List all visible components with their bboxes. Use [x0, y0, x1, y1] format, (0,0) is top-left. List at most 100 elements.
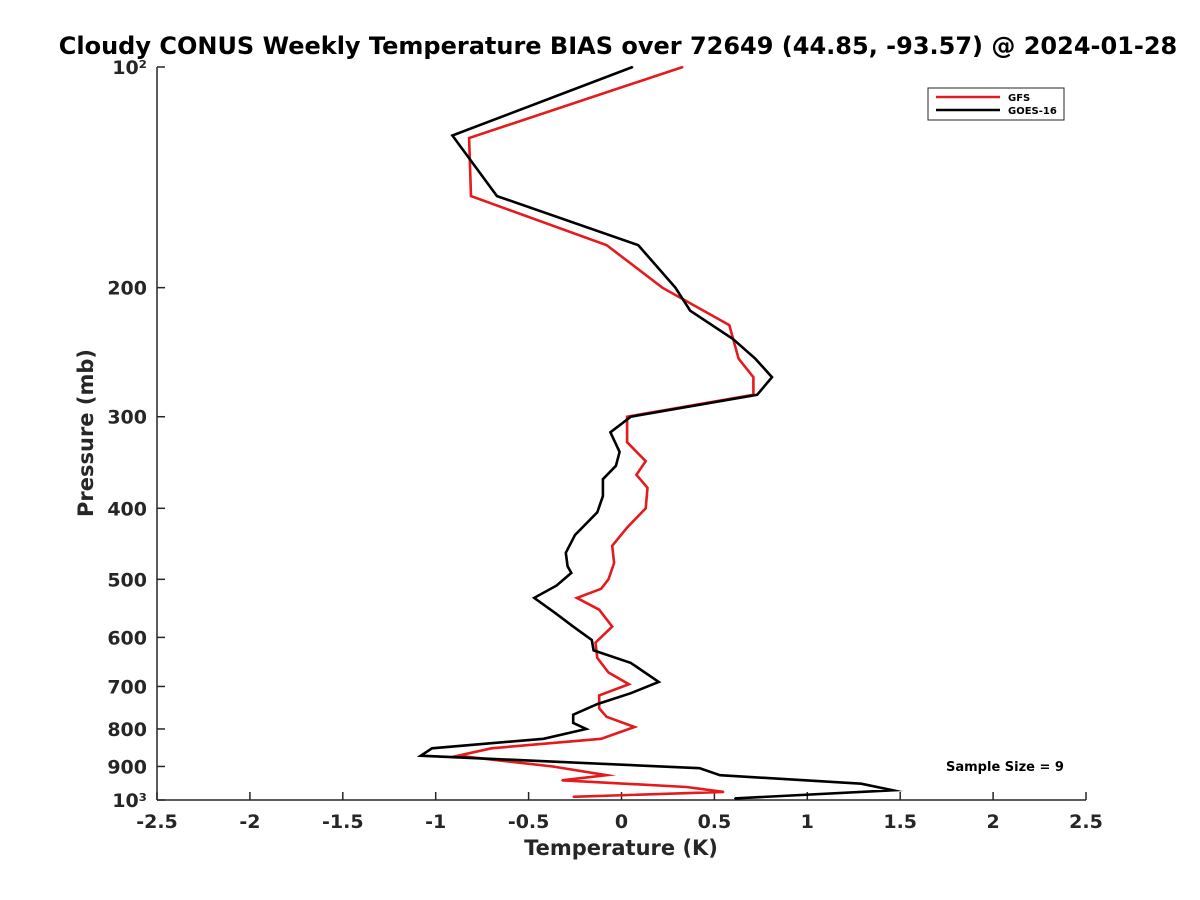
data-point-gfs	[635, 473, 638, 476]
data-point-goes16	[657, 681, 660, 683]
chart-title: Cloudy CONUS Weekly Temperature BIAS ove…	[59, 32, 1177, 60]
x-tick-label: -1	[425, 811, 446, 833]
x-tick-label: 2.5	[1069, 811, 1103, 833]
sample-size-annotation: Sample Size = 9	[946, 760, 1064, 775]
plot-axes	[156, 67, 1086, 801]
y-tick-label: 600	[107, 627, 147, 649]
data-point-goes16	[572, 625, 574, 628]
x-tick-label: 0.5	[698, 811, 732, 833]
legend-box	[927, 87, 1065, 121]
data-point-gfs	[644, 460, 647, 463]
data-point-gfs	[594, 641, 597, 644]
x-tick-label: -2	[239, 811, 260, 833]
data-point-goes16	[629, 692, 632, 695]
data-point-gfs	[722, 791, 725, 793]
data-point-gfs	[626, 526, 628, 529]
data-point-gfs	[551, 765, 554, 768]
data-point-goes16	[553, 611, 556, 614]
data-point-goes16	[602, 495, 604, 497]
data-point-gfs	[607, 671, 610, 674]
y-tick-label: 10²	[112, 57, 147, 79]
y-tick-label: 500	[107, 569, 147, 591]
y-tick-label: 400	[107, 498, 147, 520]
data-point-goes16	[574, 534, 576, 536]
legend-label-goes16: GOES-16	[1008, 106, 1057, 117]
y-tick-label: 10³	[112, 790, 147, 812]
x-tick-label: -0.5	[508, 811, 550, 833]
y-tick-label: 200	[107, 278, 147, 300]
data-point-goes16	[590, 639, 593, 641]
data-point-goes16	[631, 66, 634, 68]
data-point-gfs	[737, 357, 740, 360]
series-line-gfs	[450, 65, 755, 799]
data-point-goes16	[585, 728, 587, 730]
data-point-gfs	[661, 286, 664, 289]
data-point-gfs	[605, 715, 608, 718]
data-point-goes16	[615, 465, 617, 467]
data-point-goes16	[572, 713, 574, 716]
data-point-gfs	[633, 726, 636, 728]
x-tick-label: -1.5	[322, 811, 364, 833]
data-point-goes16	[689, 309, 692, 312]
data-point-gfs	[611, 545, 614, 547]
legend: GFS GOES-16	[927, 87, 1065, 121]
data-point-gfs	[600, 737, 602, 740]
data-point-gfs	[628, 683, 630, 685]
data-point-goes16	[572, 722, 574, 724]
data-point-gfs	[561, 779, 563, 782]
data-point-gfs	[605, 774, 608, 776]
data-point-gfs	[596, 657, 599, 659]
series-line-goes16	[416, 65, 903, 800]
data-point-goes16	[555, 584, 558, 587]
data-point-goes16	[629, 415, 632, 418]
data-point-goes16	[891, 789, 894, 792]
data-point-goes16	[451, 134, 454, 137]
data-point-goes16	[592, 649, 595, 652]
data-point-gfs	[728, 324, 731, 326]
data-point-goes16	[618, 451, 621, 453]
y-tick-label: 900	[107, 756, 147, 778]
data-point-goes16	[674, 286, 677, 289]
x-tick-label: 1.5	[883, 811, 917, 833]
data-point-gfs	[470, 195, 472, 197]
data-point-gfs	[607, 578, 610, 581]
data-point-goes16	[496, 195, 498, 197]
data-point-gfs	[572, 796, 574, 798]
x-tick-label: -2.5	[136, 811, 178, 833]
data-point-gfs	[598, 608, 601, 611]
y-tick-label: 300	[107, 407, 147, 429]
data-point-gfs	[598, 707, 601, 710]
data-point-goes16	[596, 511, 599, 514]
data-point-gfs	[682, 66, 684, 68]
x-axis-label: Temperature (K)	[524, 836, 718, 860]
data-point-goes16	[420, 754, 422, 757]
data-point-gfs	[605, 244, 608, 246]
data-point-goes16	[566, 565, 569, 568]
data-point-gfs	[468, 137, 470, 139]
x-tick-label: 2	[986, 811, 999, 833]
data-series	[416, 65, 903, 800]
data-point-goes16	[698, 767, 701, 770]
x-tick-label: 0	[615, 811, 628, 833]
data-point-gfs	[752, 376, 755, 379]
data-point-goes16	[734, 797, 736, 800]
data-point-goes16	[564, 552, 567, 554]
data-point-gfs	[490, 747, 493, 750]
y-axis-ticks: 10² 200 300 400 500 600 700 800 900 10³	[107, 57, 165, 812]
y-tick-label: 800	[107, 719, 147, 741]
data-point-goes16	[732, 338, 734, 340]
data-point-goes16	[542, 737, 545, 740]
data-point-goes16	[719, 774, 721, 776]
legend-label-gfs: GFS	[1008, 93, 1030, 104]
data-point-goes16	[756, 393, 758, 396]
data-point-gfs	[598, 694, 601, 697]
data-point-goes16	[771, 376, 773, 379]
data-point-goes16	[596, 703, 599, 705]
data-point-gfs	[613, 562, 615, 564]
data-point-gfs	[611, 625, 614, 628]
data-point-gfs	[685, 786, 688, 788]
data-point-gfs	[644, 507, 647, 510]
data-point-gfs	[646, 486, 649, 489]
data-point-goes16	[602, 478, 604, 480]
